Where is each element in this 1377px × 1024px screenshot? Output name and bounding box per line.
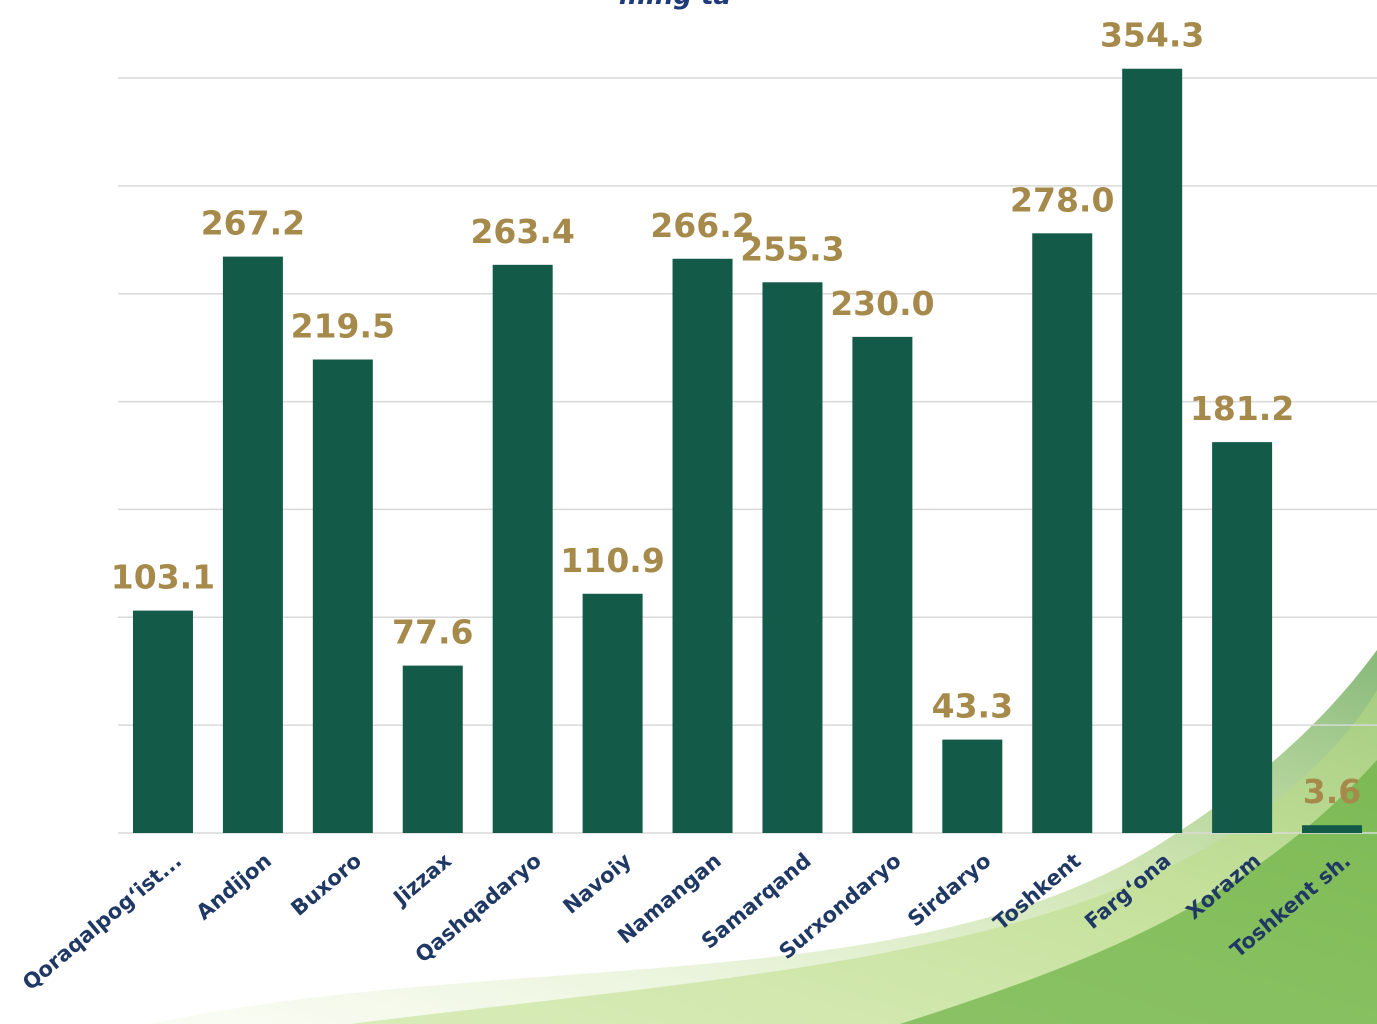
x-tick-label: Andijon [192,848,276,924]
bar [1122,69,1182,833]
value-label: 110.9 [560,541,664,580]
value-label: 267.2 [201,204,305,243]
bar [762,282,822,833]
value-label: 43.3 [932,687,1013,726]
x-tick-label: Qoraqalpog‘ist... [18,848,186,995]
bar [852,337,912,833]
bar [673,259,733,833]
bar [223,257,283,833]
value-label: 263.4 [470,212,574,251]
value-label: 181.2 [1190,389,1294,428]
value-label: 3.6 [1303,772,1361,811]
value-label: 255.3 [740,229,844,268]
bar [493,265,553,833]
value-label: 103.1 [111,558,215,597]
value-label: 77.6 [392,613,473,652]
value-label: 278.0 [1010,180,1114,219]
bar [942,740,1002,833]
x-tick-label: Sirdaryo [903,848,995,931]
x-tick-label: Buxoro [286,848,366,920]
value-label: 266.2 [650,206,754,245]
value-label: 354.3 [1100,16,1204,55]
bar [583,594,643,833]
bar [403,666,463,833]
bar [1032,233,1092,833]
value-label: 219.5 [291,307,395,346]
x-tick-label: Jizzax [388,848,457,911]
bar [313,360,373,833]
bar [133,611,193,833]
x-tick-label: Navoiy [559,848,637,918]
value-label: 230.0 [830,284,934,323]
chart-title: ming ta [619,0,731,11]
bar [1302,825,1362,833]
chart: ming ta 103.1 Qoraqalpog‘ist... 267.2 Andij… [0,0,1377,1024]
bar [1212,442,1272,833]
